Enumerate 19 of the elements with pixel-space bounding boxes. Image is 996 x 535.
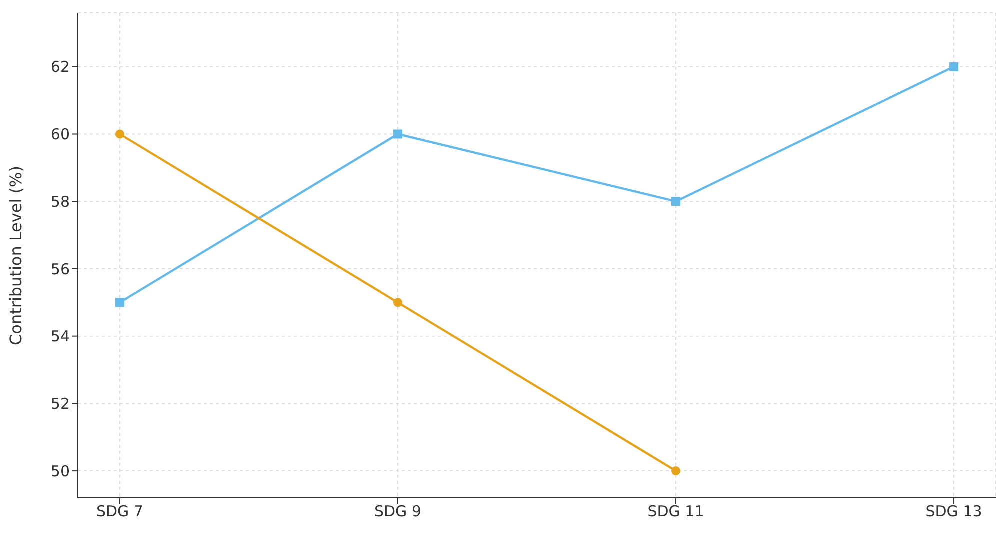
point xyxy=(393,298,402,308)
point xyxy=(393,130,402,139)
x-tick-label: SDG 7 xyxy=(96,502,144,521)
y-tick-label: 56 xyxy=(50,260,70,278)
x-tick-label: SDG 13 xyxy=(926,502,982,521)
point xyxy=(950,62,959,72)
x-tick-label: SDG 11 xyxy=(648,502,704,521)
point xyxy=(672,466,681,476)
point xyxy=(115,298,124,308)
y-tick-label: 62 xyxy=(50,58,70,76)
y-tick-label: 50 xyxy=(50,462,70,480)
y-axis-title: Contribution Level (%) xyxy=(6,166,26,346)
y-tick-label: 52 xyxy=(50,395,70,414)
y-tick-label: 54 xyxy=(50,328,70,346)
x-tick-label: SDG 9 xyxy=(374,502,422,521)
point xyxy=(672,197,681,206)
y-tick-label: 60 xyxy=(50,126,70,144)
point xyxy=(115,130,124,139)
y-tick-label: 58 xyxy=(50,192,70,211)
